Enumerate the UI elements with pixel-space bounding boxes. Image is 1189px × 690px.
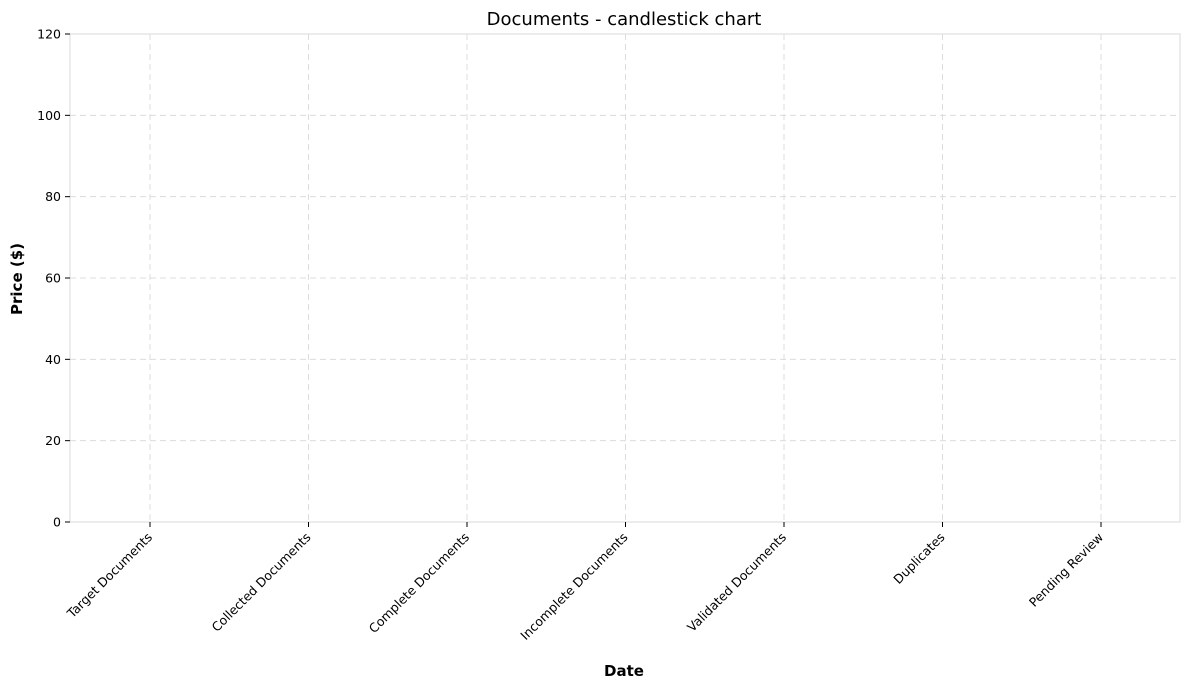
y-tick-label: 0 (53, 515, 61, 530)
y-tick-label: 80 (45, 189, 61, 204)
y-tick-label: 120 (37, 27, 61, 42)
x-tick-label: Pending Review (1026, 530, 1106, 610)
x-tick-label: Complete Documents (366, 530, 472, 636)
grid-lines (70, 33, 1180, 523)
x-tick-label: Target Documents (63, 530, 155, 622)
x-tick-label: Collected Documents (209, 530, 314, 635)
x-tick-label: Duplicates (890, 530, 947, 587)
y-tick-label: 60 (45, 271, 61, 286)
y-tick-label: 40 (45, 352, 61, 367)
y-axis: 0 20 40 60 80 100 120 (37, 27, 70, 530)
y-tick-label: 20 (45, 433, 61, 448)
y-axis-label: Price ($) (8, 243, 26, 315)
chart-title: Documents - candlestick chart (487, 9, 762, 30)
x-tick-label: Validated Documents (684, 530, 789, 635)
y-tick-label: 100 (37, 108, 61, 123)
x-axis: Target Documents Collected Documents Compl… (63, 522, 1106, 643)
x-tick-label: Incomplete Documents (517, 530, 630, 643)
x-axis-label: Date (604, 662, 644, 680)
